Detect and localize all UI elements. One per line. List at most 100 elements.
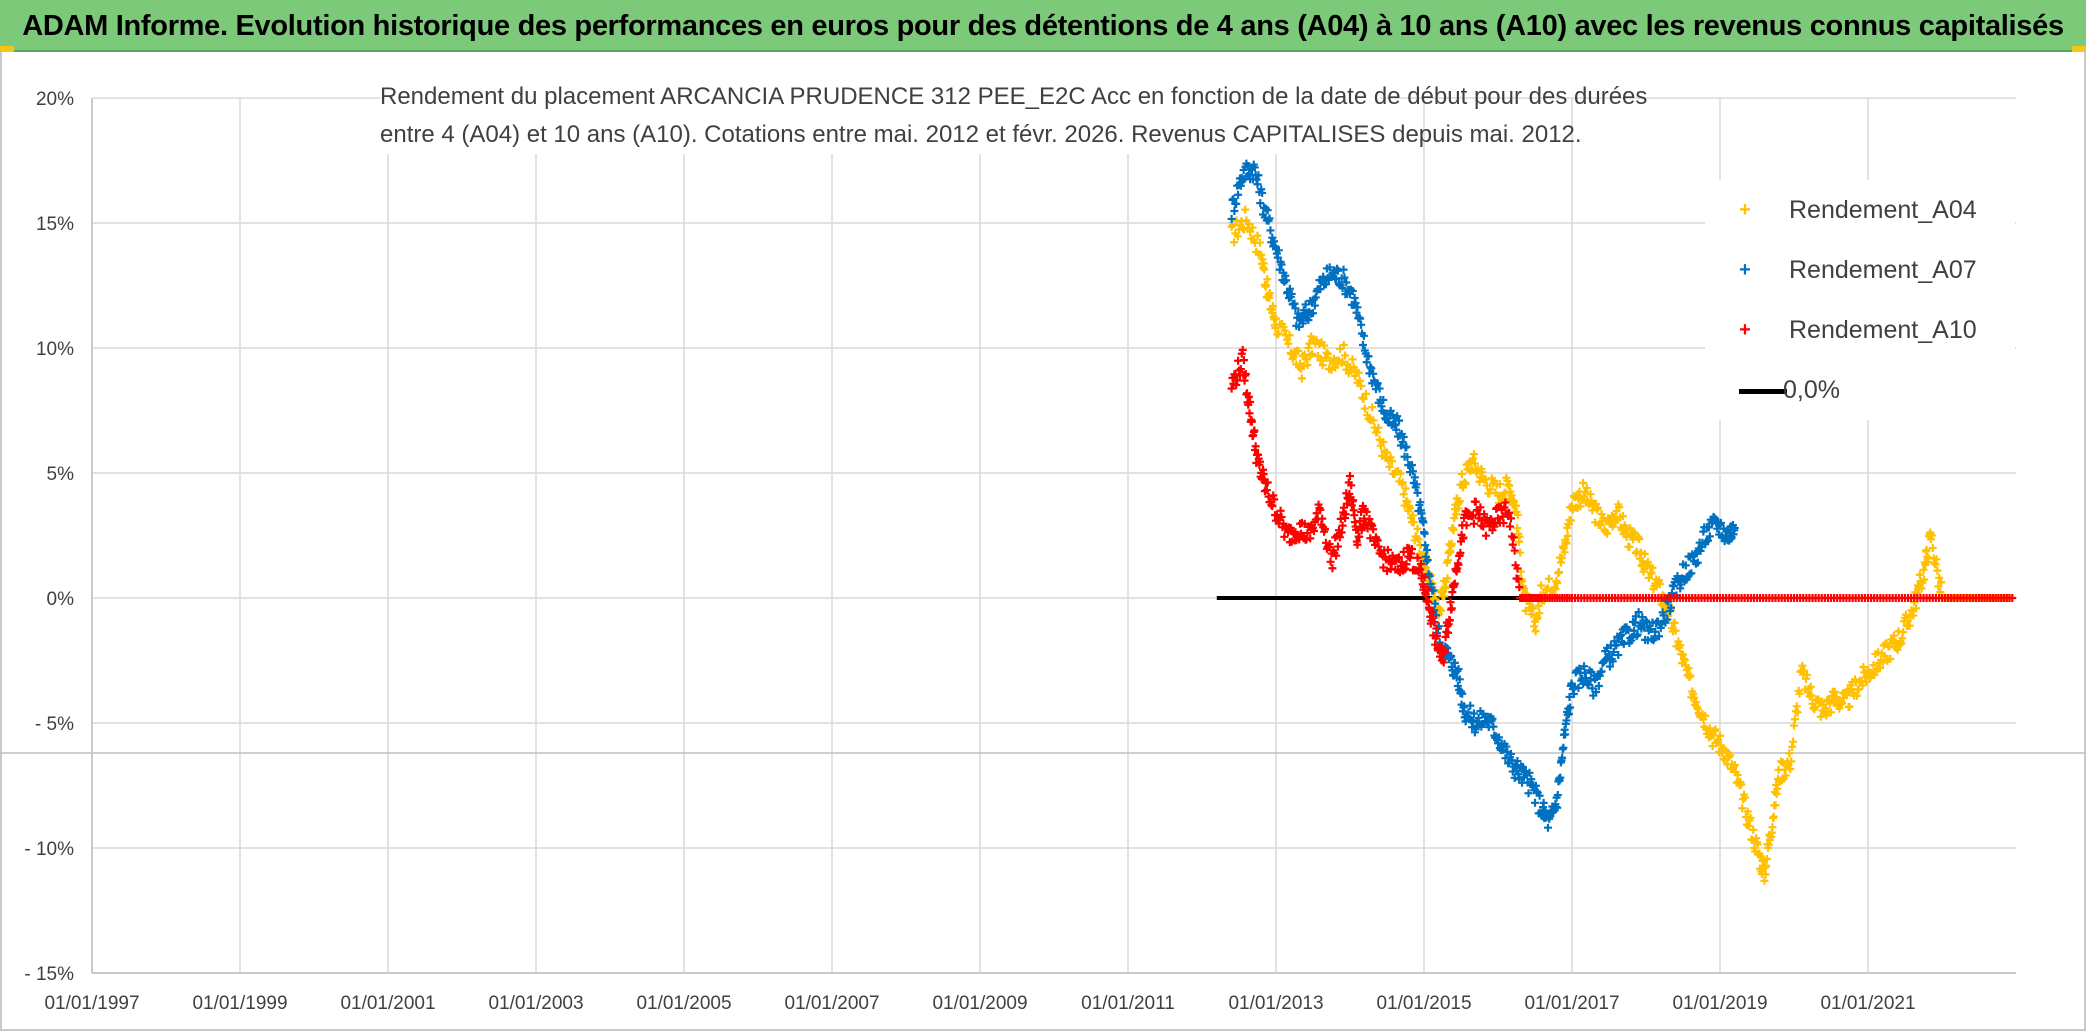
data-point [1440,647,1449,656]
data-point [1513,524,1522,533]
data-point [1386,453,1395,462]
data-point [1338,521,1347,530]
data-point [1337,528,1346,537]
data-point [1566,516,1575,525]
data-point [1256,199,1265,208]
data-point [1274,246,1283,255]
data-point [1359,331,1368,340]
data-point [1413,553,1422,562]
data-point [1525,768,1534,777]
data-point [1349,363,1358,372]
data-point [1862,678,1871,687]
data-point [1452,510,1461,519]
data-point [1569,689,1578,698]
data-point [1686,671,1695,680]
data-point [1543,823,1552,832]
data-point [1303,361,1312,370]
data-point [1756,852,1765,861]
data-point [1406,504,1415,513]
chart-series [1216,159,2017,885]
data-point [1618,512,1627,521]
data-point [1466,701,1475,710]
data-point [1518,763,1527,772]
banner-corner-accent [0,46,14,52]
plus-marker-icon: + [1739,259,1751,281]
data-point [1368,403,1377,412]
data-point [1387,457,1396,466]
data-point [1876,663,1885,672]
data-point [1605,662,1614,671]
data-point [1365,515,1374,524]
data-point [1738,804,1747,813]
x-tick-label: 01/01/2011 [1081,993,1175,1014]
data-point [1445,616,1454,625]
data-point [1764,840,1773,849]
data-point [1605,650,1613,659]
data-point [1455,675,1464,684]
y-tick-label: 0% [47,589,75,610]
data-point [1760,876,1769,885]
data-point [1325,540,1334,549]
data-point [1412,480,1421,489]
data-point [1333,266,1342,275]
data-point [1355,532,1364,541]
data-point [1461,479,1470,488]
plus-marker-icon: + [1739,319,1751,341]
x-tick-label: 01/01/2017 [1524,993,1619,1014]
data-point [1346,472,1354,481]
data-point [1397,558,1406,567]
data-point [1437,606,1446,615]
data-point [1553,803,1562,812]
data-point [1439,658,1448,667]
data-point [1515,583,1524,592]
data-point [1816,712,1825,721]
data-point [1399,433,1408,442]
x-tick-label: 01/01/2021 [1820,993,1915,1014]
data-point [1749,825,1758,834]
y-tick-label: 10% [36,339,74,360]
data-point [1772,780,1781,789]
y-tick-label: 5% [47,464,75,485]
data-point [1341,351,1350,360]
x-tick-label: 01/01/2009 [932,993,1027,1014]
data-point [1332,551,1341,560]
data-point [1470,459,1479,468]
data-point [1353,303,1362,312]
chart-title-line-1: Rendement du placement ARCANCIA PRUDENCE… [380,83,1648,110]
data-point [1740,793,1749,802]
data-point [1730,760,1739,769]
data-point [1362,507,1371,516]
data-point [1928,543,1937,552]
data-point [1247,417,1256,426]
data-point [1369,369,1378,378]
data-point [1333,542,1342,551]
data-point [1325,263,1334,272]
data-point [1258,188,1267,197]
data-point [1626,524,1635,533]
data-point [1342,278,1351,287]
data-point [1714,735,1723,744]
y-tick-label: - 5% [35,714,74,735]
data-point [1280,326,1289,335]
data-point [1369,525,1378,534]
data-point [1413,488,1422,497]
data-point [1807,691,1816,700]
data-point [1338,357,1347,366]
y-tick-label: - 10% [24,839,74,860]
data-point [1383,448,1391,457]
data-point [1469,519,1478,528]
data-point [1893,645,1902,654]
data-point [1762,861,1771,870]
chart-tick-labels: 20% 15% 10% 5% 0% - 5% - 10% - 15% 01/01/1997 01/… [24,89,1915,1014]
data-point [1456,548,1465,557]
report-banner: ADAM Informe. Evolution historique des p… [0,0,2086,52]
data-point [1326,557,1335,566]
data-point [1401,484,1410,493]
data-point [1403,497,1412,506]
legend-label: Rendement_A07 [1789,256,1977,284]
data-point [1308,349,1317,358]
data-point [1787,757,1796,766]
data-point [1768,823,1777,832]
data-point [1360,404,1369,413]
